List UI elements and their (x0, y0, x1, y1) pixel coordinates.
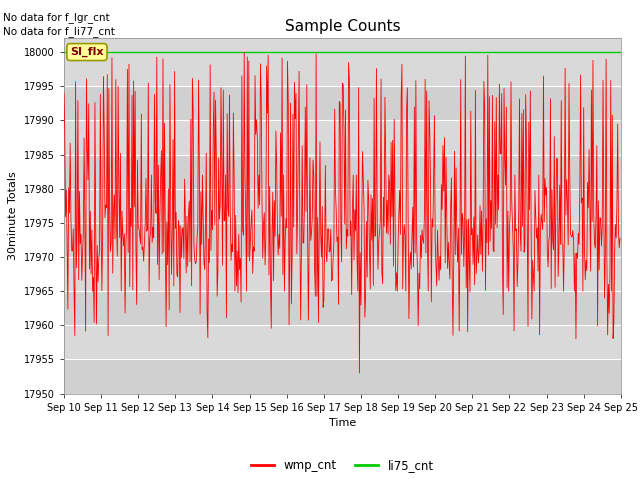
Text: No data for f_li77_cnt: No data for f_li77_cnt (3, 26, 115, 37)
Bar (64, 291, 621, 325)
Bar (64, 155, 621, 189)
Bar (64, 86, 621, 120)
Bar (64, 360, 621, 394)
Title: Sample Counts: Sample Counts (285, 20, 400, 35)
Bar (64, 223, 621, 257)
Text: No data for f_lgr_cnt: No data for f_lgr_cnt (3, 12, 110, 23)
Y-axis label: 30minute Totals: 30minute Totals (8, 172, 19, 260)
X-axis label: Time: Time (329, 418, 356, 428)
Text: SI_flx: SI_flx (70, 47, 104, 57)
Legend: wmp_cnt, li75_cnt: wmp_cnt, li75_cnt (246, 454, 438, 477)
